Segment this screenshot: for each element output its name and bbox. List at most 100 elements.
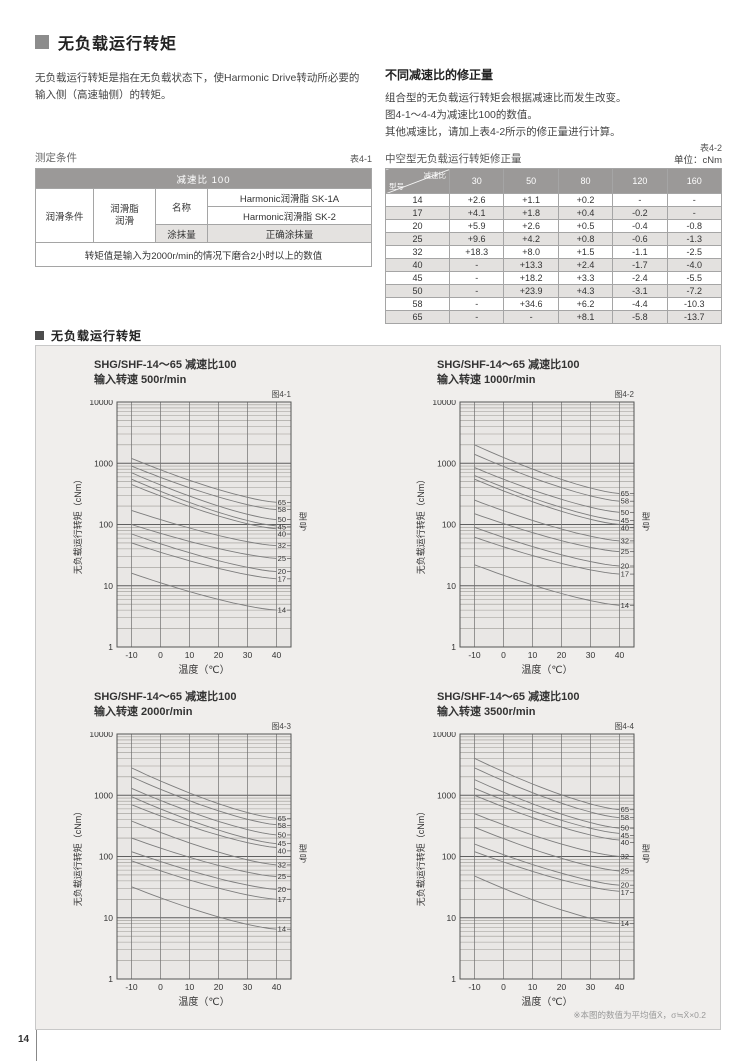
svg-text:10000: 10000 xyxy=(432,400,456,407)
table-row: 50- +23.9 +4.3 -3.1 -7.2 xyxy=(385,284,723,298)
svg-text:17: 17 xyxy=(621,888,629,897)
table-row: 25 +9.6 +4.2 +0.8 -0.6 -1.3 xyxy=(385,232,723,246)
svg-text:65: 65 xyxy=(621,805,629,814)
svg-text:1000: 1000 xyxy=(94,790,113,800)
svg-text:0: 0 xyxy=(501,982,506,992)
figure-number-label: 图4-2 xyxy=(614,389,634,399)
svg-text:无负载运行转矩（cNm）: 无负载运行转矩（cNm） xyxy=(72,807,83,907)
correction-value-cell: - xyxy=(448,284,505,298)
svg-text:25: 25 xyxy=(621,866,629,875)
svg-text:65: 65 xyxy=(278,814,286,823)
svg-text:10: 10 xyxy=(528,982,538,992)
correction-value-cell: -13.7 xyxy=(666,310,723,324)
model-cell: 20 xyxy=(385,219,450,233)
charts-grid: SHG/SHF-14～65 减速比100 输入转速 500r/min 图4-1 1 10… xyxy=(36,346,720,1008)
svg-text:10000: 10000 xyxy=(432,732,456,739)
svg-text:温度（℃）: 温度（℃） xyxy=(178,663,229,676)
svg-text:-10: -10 xyxy=(468,650,481,660)
svg-text:30: 30 xyxy=(586,650,596,660)
svg-text:100: 100 xyxy=(99,851,113,861)
corner-bottom-label: 型号 xyxy=(389,182,404,191)
svg-text:58: 58 xyxy=(621,813,629,822)
correction-value-cell: +0.4 xyxy=(557,206,614,220)
svg-text:温度（℃）: 温度（℃） xyxy=(178,995,229,1008)
svg-text:30: 30 xyxy=(243,650,253,660)
svg-text:58: 58 xyxy=(621,496,629,505)
svg-text:40: 40 xyxy=(272,650,282,660)
charts-panel: SHG/SHF-14～65 减速比100 输入转速 500r/min 图4-1 1 10… xyxy=(35,345,721,1030)
svg-text:32: 32 xyxy=(621,536,629,545)
correction-value-cell: -1.7 xyxy=(612,258,668,272)
table-row: 40- +13.3 +2.4 -1.7 -4.0 xyxy=(385,258,723,272)
corner-cell: 减速比 型号 xyxy=(385,168,450,194)
svg-text:1000: 1000 xyxy=(437,458,456,468)
correction-value-cell: - xyxy=(448,271,505,285)
correction-value-cell: -0.8 xyxy=(666,219,723,233)
svg-text:40: 40 xyxy=(621,838,629,847)
table-row: 45- +18.2 +3.3 -2.4 -5.5 xyxy=(385,271,723,285)
right-heading: 不同减速比的修正量 xyxy=(385,68,494,82)
svg-text:14: 14 xyxy=(278,605,286,614)
svg-text:25: 25 xyxy=(621,547,629,556)
svg-text:17: 17 xyxy=(278,574,286,583)
figure-number-label: 图4-1 xyxy=(271,389,291,399)
correction-value-cell: -1.3 xyxy=(666,232,723,246)
page-title-text: 无负载运行转矩 xyxy=(58,36,178,53)
grease-name-2: Harmonic润滑脂 SK-2 xyxy=(207,206,372,225)
svg-text:100: 100 xyxy=(442,519,456,529)
svg-text:温度（℃）: 温度（℃） xyxy=(521,663,572,676)
svg-text:20: 20 xyxy=(557,982,567,992)
correction-value-cell: +1.8 xyxy=(503,206,559,220)
svg-text:型: 型 xyxy=(642,511,651,521)
svg-text:40: 40 xyxy=(278,846,286,855)
svg-text:30: 30 xyxy=(243,982,253,992)
model-cell: 14 xyxy=(385,193,450,207)
correction-value-cell: +34.6 xyxy=(503,297,559,311)
svg-text:32: 32 xyxy=(278,541,286,550)
svg-text:25: 25 xyxy=(278,872,286,881)
svg-text:40: 40 xyxy=(615,982,625,992)
svg-text:号: 号 xyxy=(299,521,308,531)
correction-value-cell: -2.4 xyxy=(612,271,668,285)
correction-table-label: 表4-2 xyxy=(699,143,722,153)
correction-value-cell: -4.4 xyxy=(612,297,668,311)
correction-value-cell: - xyxy=(503,310,559,324)
svg-text:45: 45 xyxy=(621,516,629,525)
table-row: 20 +5.9 +2.6 +0.5 -0.4 -0.8 xyxy=(385,219,723,233)
correction-value-cell: +6.2 xyxy=(557,297,614,311)
chart-title: SHG/SHF-14～65 减速比100 输入转速 1000r/min xyxy=(437,359,580,387)
svg-text:20: 20 xyxy=(557,650,567,660)
grease-name-1: Harmonic润滑脂 SK-1A xyxy=(207,188,372,207)
chart-figure: SHG/SHF-14～65 减速比100 输入转速 2000r/min 图4-3 1 1… xyxy=(36,690,379,1008)
amount-label-cell: 涂抹量 xyxy=(155,224,208,243)
svg-text:50: 50 xyxy=(278,830,286,839)
model-cell: 65 xyxy=(385,310,450,324)
correction-value-cell: -4.0 xyxy=(666,258,723,272)
svg-text:65: 65 xyxy=(621,489,629,498)
correction-value-cell: +3.3 xyxy=(557,271,614,285)
correction-table-title: 中空型无负载运行转矩修正量 xyxy=(385,153,522,165)
svg-text:1: 1 xyxy=(108,974,113,984)
correction-value-cell: -5.8 xyxy=(612,310,668,324)
figure-number-label: 图4-4 xyxy=(614,721,634,731)
correction-value-cell: -1.1 xyxy=(612,245,668,259)
correction-value-cell: -7.2 xyxy=(666,284,723,298)
svg-text:1000: 1000 xyxy=(94,458,113,468)
svg-text:30: 30 xyxy=(586,982,596,992)
correction-value-cell: +9.6 xyxy=(448,232,505,246)
svg-text:号: 号 xyxy=(642,853,651,863)
svg-text:10: 10 xyxy=(185,650,195,660)
svg-text:1000: 1000 xyxy=(437,790,456,800)
svg-text:100: 100 xyxy=(99,519,113,529)
correction-value-cell: +1.5 xyxy=(557,245,614,259)
page-number: 14 xyxy=(18,1034,30,1045)
svg-text:20: 20 xyxy=(621,880,629,889)
correction-value-cell: -3.1 xyxy=(612,284,668,298)
svg-text:100: 100 xyxy=(442,851,456,861)
correction-value-cell: +0.5 xyxy=(557,219,614,233)
svg-text:无负载运行转矩（cNm）: 无负载运行转矩（cNm） xyxy=(415,475,426,575)
svg-text:0: 0 xyxy=(158,982,163,992)
table-row: 14 +2.6 +1.1 +0.2- - xyxy=(385,193,723,207)
